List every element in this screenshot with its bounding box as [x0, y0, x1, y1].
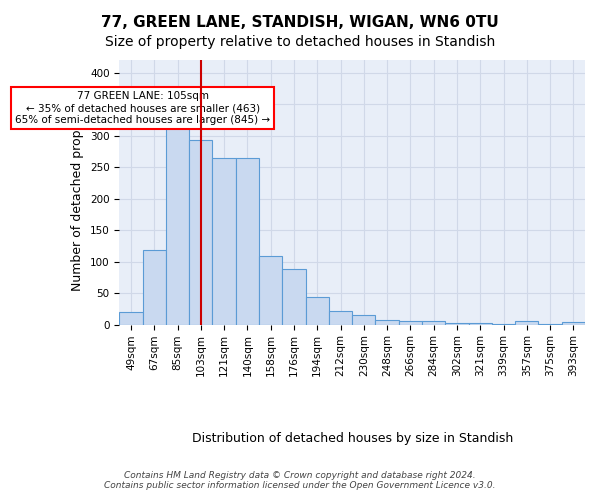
Bar: [422, 322, 445, 324]
Bar: [189, 140, 212, 324]
Bar: [376, 320, 399, 324]
Bar: [283, 269, 305, 324]
Bar: [352, 315, 376, 324]
Bar: [212, 158, 236, 324]
Bar: [515, 322, 538, 324]
X-axis label: Distribution of detached houses by size in Standish: Distribution of detached houses by size …: [191, 432, 513, 445]
Text: 77 GREEN LANE: 105sqm
← 35% of detached houses are smaller (463)
65% of semi-det: 77 GREEN LANE: 105sqm ← 35% of detached …: [15, 92, 270, 124]
Bar: [119, 312, 143, 324]
Text: Size of property relative to detached houses in Standish: Size of property relative to detached ho…: [105, 35, 495, 49]
Y-axis label: Number of detached properties: Number of detached properties: [71, 94, 84, 291]
Text: 77, GREEN LANE, STANDISH, WIGAN, WN6 0TU: 77, GREEN LANE, STANDISH, WIGAN, WN6 0TU: [101, 15, 499, 30]
Bar: [562, 322, 585, 324]
Bar: [445, 322, 469, 324]
Bar: [166, 126, 189, 324]
Bar: [143, 250, 166, 324]
Bar: [399, 321, 422, 324]
Bar: [236, 158, 259, 324]
Bar: [259, 256, 283, 324]
Bar: [305, 297, 329, 324]
Bar: [329, 312, 352, 324]
Text: Contains HM Land Registry data © Crown copyright and database right 2024.
Contai: Contains HM Land Registry data © Crown c…: [104, 470, 496, 490]
